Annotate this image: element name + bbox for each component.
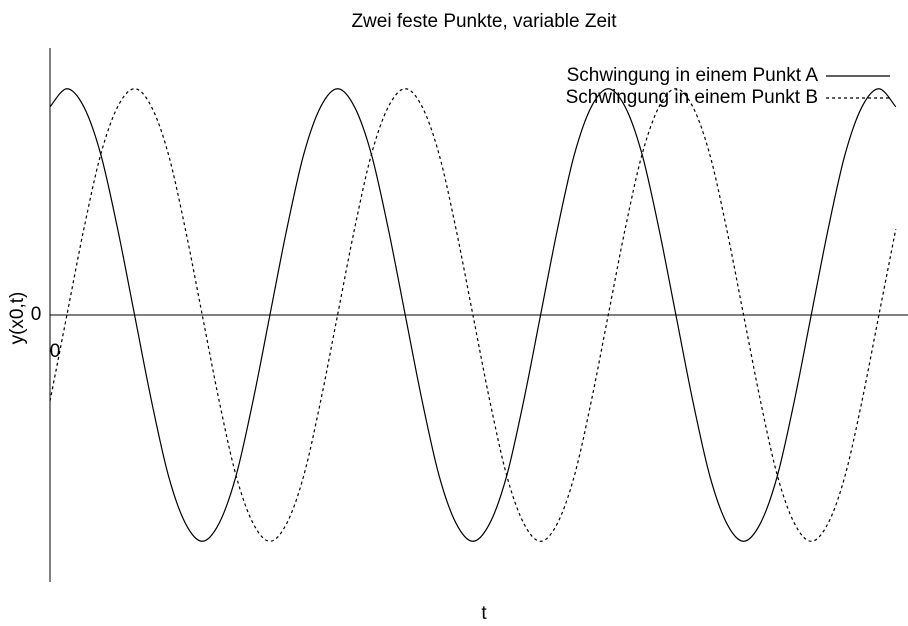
series-line [49, 88, 897, 542]
legend-label: Schwingung in einem Punkt B [566, 87, 818, 108]
series-line [49, 88, 897, 542]
x-tick-label: 0 [50, 341, 61, 362]
x-axis-label: t [481, 603, 487, 624]
legend-label: Schwingung in einem Punkt A [567, 65, 819, 86]
y-tick-label: 0 [31, 304, 42, 325]
chart-title: Zwei feste Punkte, variable Zeit [351, 11, 617, 32]
y-axis-label: y(x0,t) [7, 292, 28, 345]
